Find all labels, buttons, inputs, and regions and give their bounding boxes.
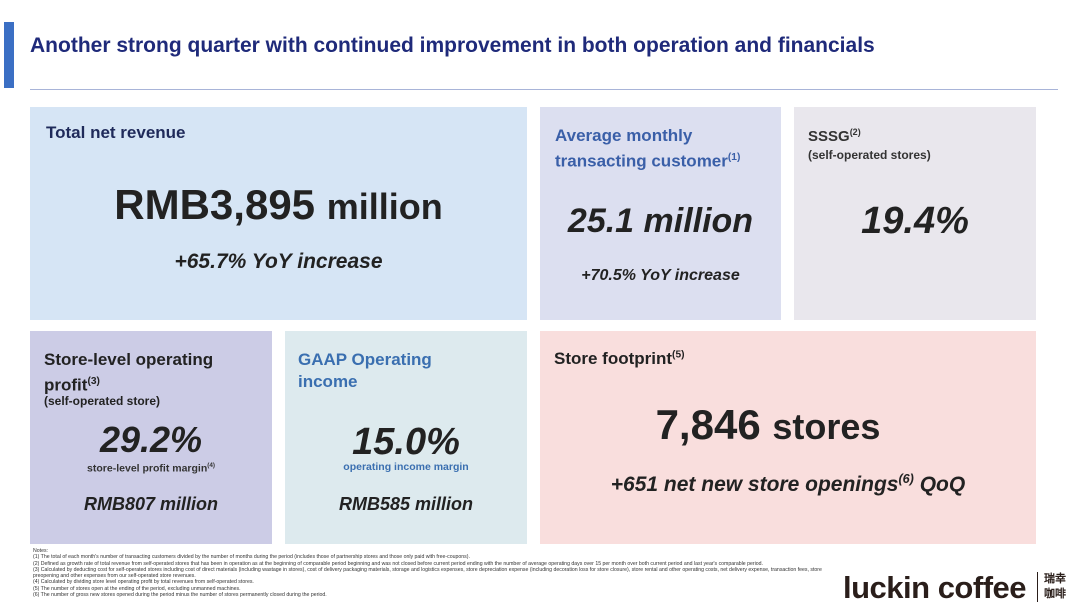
note-6: (6) The number of gross new stores opene… [33, 592, 327, 599]
customers-change: +70.5% YoY increase [581, 267, 740, 284]
footprint-change: +651 net new store openings(6) QoQ [540, 472, 1036, 497]
revenue-value: RMB3,895 million [30, 181, 527, 229]
gaap-margin-label: operating income margin [343, 461, 469, 473]
store-profit-card: Store-level operating profit(3) (self-ope… [30, 331, 272, 544]
note-2: (2) Defined as growth rate of total reve… [33, 560, 763, 567]
footprint-change-text: +651 net new store openings [610, 473, 899, 496]
store-profit-label-1: Store-level operating [44, 350, 214, 369]
store-profit-margin-label: store-level profit margin(4) [30, 462, 272, 475]
margin-label-text: store-level profit margin [87, 462, 208, 475]
footnote-ref: (2) [849, 127, 861, 137]
gaap-label-1: GAAP Operating [298, 350, 432, 369]
page-title: Another strong quarter with continued im… [30, 34, 875, 57]
accent-bar [4, 22, 14, 88]
gaap-label-2: income [298, 372, 358, 391]
footnote-ref: (6) [898, 472, 914, 486]
footnote-ref: (4) [207, 462, 215, 469]
footprint-label: Store footprint(5) [554, 349, 685, 369]
customers-value: 25.1 million [567, 202, 754, 240]
footprint-card: Store footprint(5) 7,846 stores +651 net… [540, 331, 1036, 544]
footnote-ref: (3) [87, 376, 100, 387]
note-3: (3) Calculated by deducting cost for sel… [33, 566, 822, 580]
logo-cn-2: 咖啡 [1044, 588, 1066, 600]
luckin-logo: luckin coffee [843, 570, 1027, 605]
footprint-label-text: Store footprint [554, 349, 673, 368]
sssg-label: SSSG(2) [808, 127, 861, 145]
footnote-ref: (1) [727, 152, 741, 163]
revenue-change: +65.7% YoY increase [174, 250, 383, 273]
logo-divider [1037, 572, 1038, 602]
store-profit-value: 29.2% [99, 419, 203, 460]
footnote-ref: (5) [672, 349, 685, 361]
sssg-value: 19.4% [861, 200, 969, 242]
gaap-card: GAAP Operating income 15.0% operating inc… [285, 331, 527, 544]
divider [30, 89, 1058, 90]
revenue-card: Total net revenue RMB3,895 million +65.7… [30, 107, 527, 320]
revenue-label: Total net revenue [46, 123, 186, 142]
footprint-unit: stores [772, 406, 881, 447]
revenue-amount: RMB3,895 [114, 181, 316, 228]
footprint-number: 7,846 [655, 401, 761, 448]
footprint-change-suffix: QoQ [913, 473, 966, 496]
revenue-unit: million [326, 186, 443, 227]
store-profit-label-2: profit [44, 375, 88, 395]
store-profit-label: Store-level operating profit(3) [44, 349, 213, 397]
sssg-card: SSSG(2) (self-operated stores) 19.4% [794, 107, 1036, 320]
note-4: (4) Calculated by dividing store level o… [33, 579, 254, 586]
footnotes: Notes: (1) The total of each month's num… [33, 548, 843, 598]
logo-chinese: 瑞幸 咖啡 [1044, 572, 1066, 602]
customers-label-2: transacting customer [555, 151, 728, 171]
footprint-value: 7,846 stores [520, 401, 1016, 449]
gaap-label: GAAP Operating income [298, 349, 432, 393]
store-profit-amount: RMB807 million [83, 494, 219, 514]
logo-cn-1: 瑞幸 [1044, 573, 1066, 585]
customers-label-1: Average monthly [555, 126, 693, 145]
customers-label: Average monthly transacting customer(1) [555, 125, 740, 173]
sssg-label-text: SSSG [808, 128, 850, 145]
customers-card: Average monthly transacting customer(1) 2… [540, 107, 781, 320]
store-profit-sub: (self-operated store) [44, 394, 161, 408]
gaap-value: 15.0% [352, 421, 460, 463]
note-1: (1) The total of each month's number of … [33, 554, 470, 561]
gaap-amount: RMB585 million [338, 494, 474, 514]
notes-heading: Notes: [33, 548, 48, 554]
sssg-sub: (self-operated stores) [808, 148, 931, 162]
note-5: (5) The number of stores open at the end… [33, 585, 241, 592]
